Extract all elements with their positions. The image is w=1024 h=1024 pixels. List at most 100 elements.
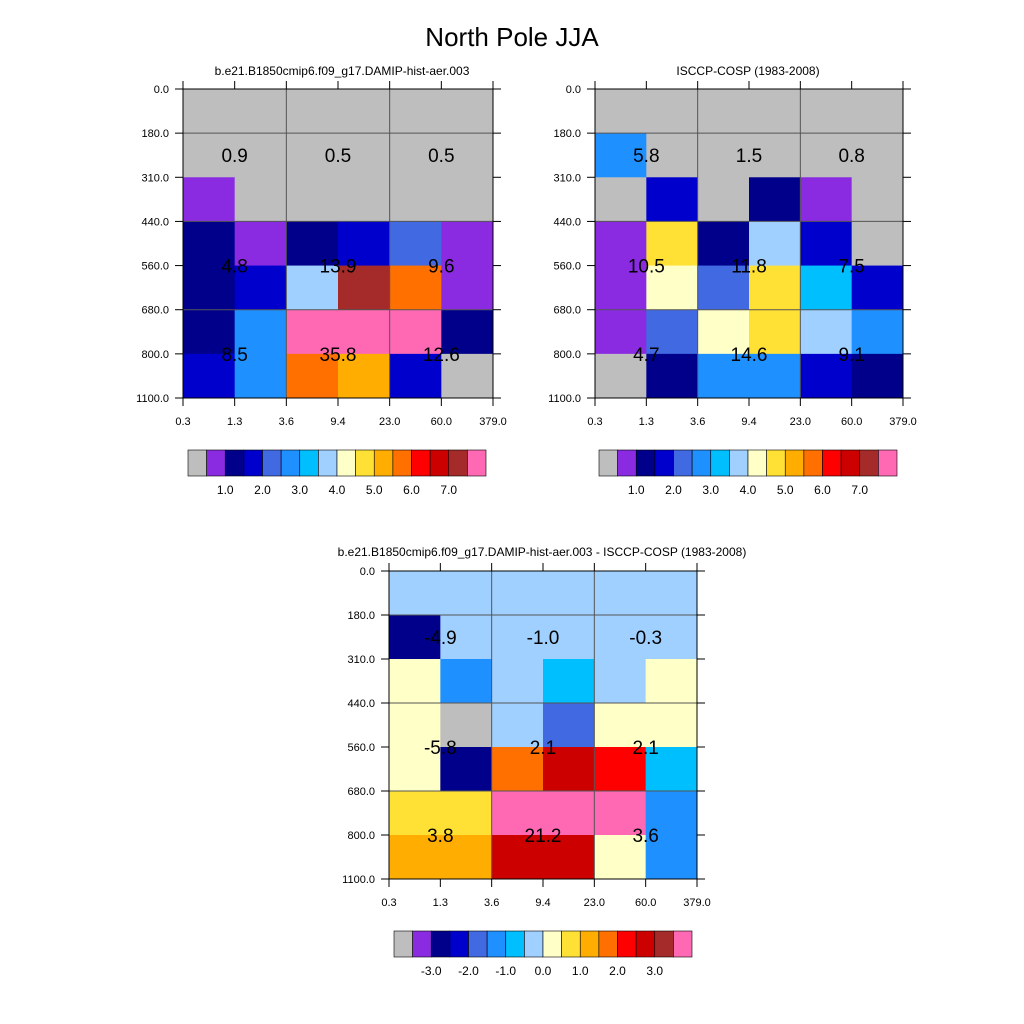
heatmap-cell [491, 835, 544, 880]
y-tick-label: 800.0 [553, 349, 581, 361]
colorbar-swatch [299, 449, 319, 477]
heatmap-cell [851, 309, 904, 355]
heatmap-cell [594, 835, 647, 880]
heatmap-cell [338, 221, 391, 266]
heatmap-cell [646, 177, 699, 222]
heatmap-cell [800, 133, 853, 178]
heatmap-cell [286, 89, 339, 134]
colorbar-swatch [617, 930, 637, 958]
heatmap-cell [441, 177, 494, 222]
group-value-label: 8.5 [221, 345, 247, 366]
group-value-label: -1.0 [527, 628, 560, 649]
heatmap-cell [749, 309, 801, 355]
heatmap-cell [183, 353, 236, 399]
heatmap-cell [697, 265, 750, 311]
colorbar-label: 5.0 [777, 483, 794, 497]
y-tick-label: 0.0 [566, 84, 581, 96]
heatmap-cell [646, 309, 699, 355]
x-tick-label: 379.0 [479, 416, 507, 428]
colorbar-label: 4.0 [740, 483, 757, 497]
heatmap-cell [800, 89, 853, 134]
panel-obs: ISCCP-COSP (1983-2008) 0.0 180.0 310.0 440.… [548, 64, 917, 497]
heatmap-cell [749, 265, 801, 311]
colorbar-swatch [393, 930, 413, 958]
colorbar-label: 3.0 [702, 483, 719, 497]
heatmap-cell [851, 221, 904, 266]
heatmap-cell [389, 659, 441, 704]
colorbar-swatch [336, 449, 356, 477]
x-tick-label: 3.6 [484, 897, 499, 909]
colorbar-swatch [224, 449, 245, 477]
colorbar-swatch [803, 449, 823, 477]
heatmap-cell [543, 703, 595, 748]
colorbar-label: 6.0 [403, 483, 420, 497]
heatmap-cell [491, 747, 544, 792]
colorbar-swatch [859, 449, 879, 477]
x-tick-label: 3.6 [690, 416, 705, 428]
colorbar-swatch [486, 930, 507, 958]
colorbar-swatch [412, 930, 432, 958]
colorbar-swatch [448, 449, 468, 477]
group-value-label: 11.8 [731, 257, 767, 278]
heatmap-cell [389, 791, 441, 836]
heatmap-cell [338, 309, 391, 355]
heatmap-cell [594, 703, 647, 748]
panel-model-title: b.e21.B1850cmip6.f09_g17.DAMIP-hist-aer.… [215, 64, 470, 78]
panel-diff-cells [389, 571, 698, 880]
heatmap-cell [594, 659, 647, 704]
heatmap-cell [441, 353, 494, 399]
heatmap-cell [441, 265, 494, 311]
panel-model-cells [183, 89, 494, 399]
group-value-label: 10.5 [628, 257, 665, 278]
group-value-label: 3.6 [632, 826, 658, 847]
colorbar-swatch [654, 930, 674, 958]
y-tick-label: 680.0 [553, 305, 581, 317]
heatmap-cell [286, 177, 339, 222]
heatmap-cell [646, 265, 699, 311]
heatmap-cell [851, 353, 904, 399]
group-value-label: 5.8 [633, 146, 659, 167]
x-tick-label: 1.3 [639, 416, 654, 428]
heatmap-cell [440, 703, 493, 748]
y-tick-label: 440.0 [347, 698, 375, 710]
heatmap-cell [389, 747, 441, 792]
y-tick-label: 680.0 [347, 786, 375, 798]
y-tick-label: 800.0 [141, 349, 169, 361]
colorbar-swatch [840, 449, 861, 477]
colorbar-swatch [598, 449, 618, 477]
y-tick-label: 680.0 [141, 305, 169, 317]
heatmap-cell [646, 89, 699, 134]
y-tick-label: 440.0 [553, 216, 581, 228]
colorbar-swatch [691, 449, 712, 477]
heatmap-cell [234, 309, 287, 355]
heatmap-cell [389, 703, 441, 748]
colorbar-label: 3.0 [291, 483, 308, 497]
panel-model-colorbar: 1.0 2.0 3.0 4.0 5.0 6.0 7.0 [187, 449, 487, 497]
colorbar-swatch [747, 449, 767, 477]
colorbar-label: 2.0 [665, 483, 682, 497]
colorbar-swatch [542, 930, 562, 958]
heatmap-cell [595, 309, 647, 355]
heatmap-cell [441, 309, 494, 355]
heatmap-cell [749, 177, 801, 222]
heatmap-cell [800, 177, 853, 222]
colorbar-swatch [729, 449, 749, 477]
heatmap-cell [594, 571, 647, 616]
x-tick-label: 9.4 [741, 416, 756, 428]
y-tick-label: 560.0 [553, 261, 581, 273]
colorbar-label: 4.0 [329, 483, 346, 497]
heatmap-cell [594, 791, 647, 836]
colorbar-swatch [598, 930, 618, 958]
y-tick-label: 1100.0 [342, 874, 375, 886]
heatmap-cell [338, 177, 391, 222]
heatmap-cell [389, 309, 442, 355]
heatmap-cell [286, 353, 339, 399]
heatmap-cell [286, 309, 339, 355]
y-tick-label: 0.0 [154, 84, 169, 96]
group-value-label: 1.5 [736, 146, 762, 167]
colorbar-swatch [468, 930, 488, 958]
heatmap-cell [595, 89, 647, 134]
heatmap-cell [543, 747, 595, 792]
heatmap-cell [183, 265, 236, 311]
group-value-label: -5.8 [424, 738, 457, 759]
